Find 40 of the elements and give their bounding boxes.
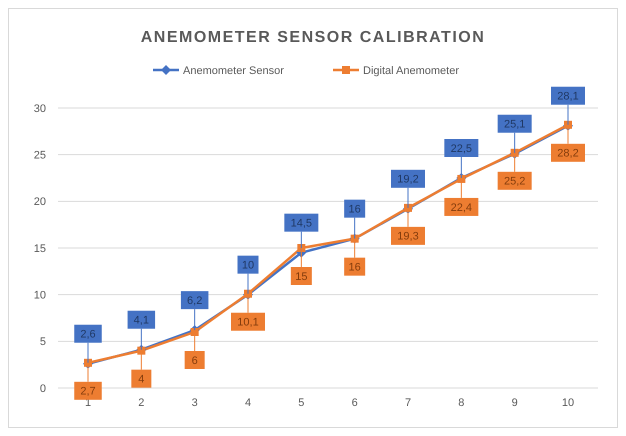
y-tick-label: 20 xyxy=(34,196,46,208)
legend-label: Digital Anemometer xyxy=(363,64,460,77)
data-label: 25,2 xyxy=(504,176,526,188)
data-label: 28,1 xyxy=(557,90,579,103)
x-tick-label: 6 xyxy=(352,397,358,409)
y-tick-label: 10 xyxy=(34,290,46,302)
data-label: 10,1 xyxy=(237,316,259,329)
data-label: 2,6 xyxy=(80,328,96,341)
data-label: 16 xyxy=(348,204,361,216)
data-label: 28,2 xyxy=(557,148,579,160)
data-label: 6,2 xyxy=(187,294,202,307)
data-label: 15 xyxy=(295,270,308,283)
data-label: 2,7 xyxy=(80,386,96,398)
x-tick-label: 7 xyxy=(404,397,412,409)
y-tick-label: 30 xyxy=(34,102,46,115)
y-tick-label: 0 xyxy=(40,382,46,395)
data-label: 10 xyxy=(242,260,254,272)
x-tick-label: 10 xyxy=(562,397,574,409)
point xyxy=(190,328,199,336)
data-label: 25,1 xyxy=(504,118,526,131)
x-tick-label: 4 xyxy=(244,397,252,409)
data-label: 19,2 xyxy=(397,174,419,186)
y-tick-label: 25 xyxy=(34,150,46,162)
x-tick-label: 9 xyxy=(512,397,518,409)
x-tick-label: 2 xyxy=(138,397,144,409)
data-label: 22,5 xyxy=(450,142,472,155)
y-tick-label: 5 xyxy=(40,336,46,348)
legend-label: Anemometer Sensor xyxy=(183,64,284,77)
data-label: 22,4 xyxy=(450,202,472,214)
data-label: 6 xyxy=(192,354,198,367)
data-label: 4 xyxy=(138,374,144,386)
y-tick-label: 15 xyxy=(34,242,46,255)
data-label: 19,3 xyxy=(397,230,419,243)
data-label: 4,1 xyxy=(134,314,149,327)
x-tick-label: 3 xyxy=(192,397,198,409)
x-tick-label: 5 xyxy=(298,397,304,409)
chart-title: ANEMOMETER SENSOR CALIBRATION xyxy=(140,29,486,46)
x-tick-label: 8 xyxy=(458,397,464,409)
data-label: 14,5 xyxy=(290,218,312,230)
data-label: 16 xyxy=(348,262,361,274)
